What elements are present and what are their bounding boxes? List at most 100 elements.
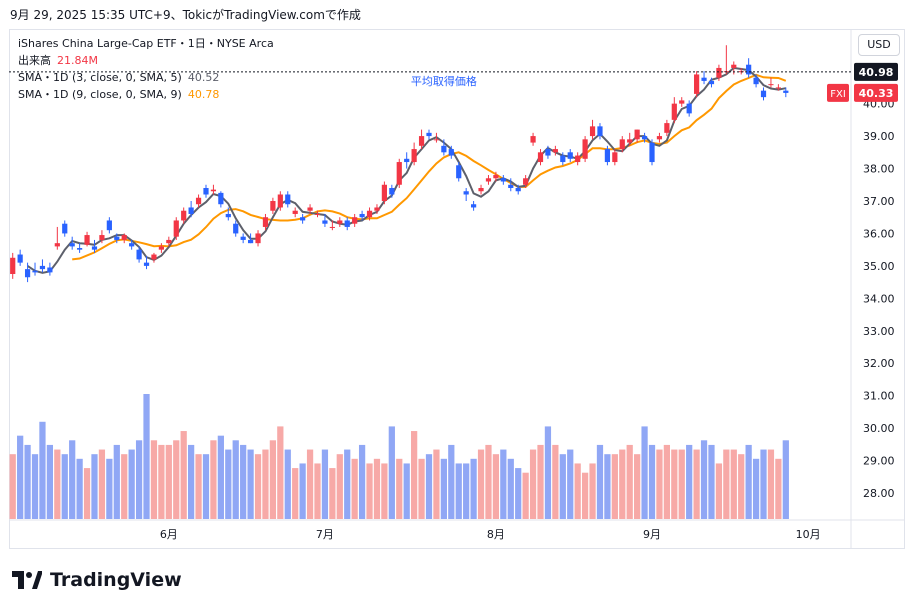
candle-body xyxy=(493,175,499,179)
currency-button[interactable]: USD xyxy=(858,34,900,56)
candle xyxy=(701,71,707,85)
candles xyxy=(10,45,789,283)
candle xyxy=(47,262,53,276)
candle-body xyxy=(344,220,350,227)
candle xyxy=(381,181,387,205)
candle xyxy=(679,97,685,107)
volume-bar xyxy=(113,444,120,519)
y-tick-label: 39.00 xyxy=(863,130,895,143)
candle xyxy=(396,158,402,189)
price-chart[interactable]: 28.00 29.00 30.00 31.00 32.00 33.00 34.00 35.00… xyxy=(9,29,905,549)
avg-cost-price-text: 40.98 xyxy=(859,66,894,79)
volume-bar xyxy=(17,435,24,519)
candle-body xyxy=(664,123,670,133)
candle xyxy=(627,132,633,146)
volume-bar xyxy=(641,426,648,519)
candle xyxy=(106,217,112,234)
candle-body xyxy=(426,132,432,137)
y-tick-label: 33.00 xyxy=(863,325,895,338)
candle xyxy=(91,239,98,253)
candle xyxy=(597,123,603,140)
y-tick-label: 38.00 xyxy=(863,163,895,176)
volume-bar xyxy=(752,458,760,519)
x-tick-label: 10月 xyxy=(796,528,821,541)
volume-bar xyxy=(455,463,462,519)
candle-body xyxy=(627,139,633,143)
candle-body xyxy=(523,178,529,185)
candle-body xyxy=(552,149,558,153)
candle xyxy=(589,119,596,140)
legend-sma9: SMA・1D (9, close, 0, SMA, 9) 40.78 xyxy=(18,86,219,102)
candle-body xyxy=(582,139,588,159)
volume-bar xyxy=(730,449,737,519)
volume-bar xyxy=(700,440,708,519)
candle xyxy=(129,239,135,250)
volume-bar xyxy=(31,454,39,519)
candle-body xyxy=(456,165,462,179)
candle xyxy=(463,188,469,201)
candle-body xyxy=(768,84,774,86)
candle xyxy=(69,236,75,250)
volume-bar xyxy=(128,449,135,519)
candle-body xyxy=(404,158,410,163)
volume-bar xyxy=(745,444,752,519)
sma9-value: 40.78 xyxy=(187,88,220,101)
candle-body xyxy=(262,217,269,227)
candle xyxy=(619,136,625,153)
volume-bar xyxy=(232,440,239,519)
candle-body xyxy=(307,207,313,211)
candle xyxy=(225,207,231,221)
candle xyxy=(418,129,425,150)
candle-body xyxy=(329,226,335,228)
candle-body xyxy=(567,152,573,159)
volume-bar xyxy=(180,431,187,519)
candle xyxy=(247,233,254,244)
candle xyxy=(783,87,789,98)
candle-body xyxy=(314,213,321,215)
candle-body xyxy=(366,210,373,218)
candle-body xyxy=(62,223,68,234)
volume-bar xyxy=(738,454,745,519)
candle xyxy=(723,45,729,75)
volume-bar xyxy=(767,449,775,519)
candle xyxy=(441,139,447,156)
candle-body xyxy=(203,188,209,195)
x-tick-label: 6月 xyxy=(160,528,178,541)
volume-bar xyxy=(91,454,98,519)
candle-body xyxy=(515,188,521,192)
volume-bar xyxy=(678,449,685,519)
candle xyxy=(523,175,529,189)
candle-body xyxy=(708,80,715,85)
candle xyxy=(285,191,291,208)
candle-body xyxy=(106,220,112,231)
candle xyxy=(552,145,558,156)
volume-bar xyxy=(567,449,574,519)
volume-bar xyxy=(329,468,336,519)
candle-body xyxy=(418,136,425,146)
candle xyxy=(39,259,46,273)
volume-bar xyxy=(165,444,172,519)
candle xyxy=(77,243,83,253)
candle-body xyxy=(634,129,640,140)
tradingview-logo[interactable]: TradingView xyxy=(12,566,182,594)
volume-bar xyxy=(158,444,165,519)
candle-body xyxy=(255,233,261,244)
volume-bar xyxy=(388,426,395,519)
candle xyxy=(262,213,269,231)
volume-bar xyxy=(760,449,767,519)
candle xyxy=(300,213,306,224)
candle xyxy=(456,162,462,182)
candle xyxy=(210,184,217,195)
sma3-value: 40.52 xyxy=(187,71,220,84)
volume-bar xyxy=(463,463,470,519)
volume-value: 21.84M xyxy=(57,54,98,67)
candle xyxy=(478,184,484,195)
volume-bar xyxy=(202,454,210,519)
candle xyxy=(136,246,142,263)
candle-body xyxy=(91,246,98,250)
candle-body xyxy=(433,139,440,141)
volume-bar xyxy=(529,449,537,519)
volume-bar xyxy=(135,440,143,519)
candle xyxy=(426,129,432,140)
volume-bar xyxy=(9,454,16,519)
